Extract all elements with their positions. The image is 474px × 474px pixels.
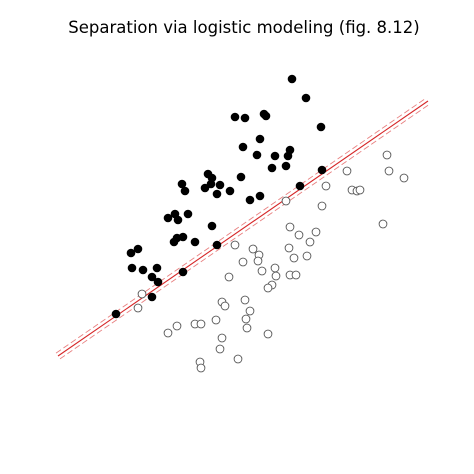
filled-point [238,142,248,152]
open-point [342,166,352,176]
filled-point [267,163,277,173]
open-point [133,303,143,313]
open-point [240,295,250,305]
boundary-band-upper [59,103,431,360]
open-point [263,329,273,339]
filled-point [212,240,222,250]
open-point [263,283,273,293]
open-point [317,201,327,211]
filled-point [147,292,157,302]
filled-point [147,272,157,282]
open-point [291,270,301,280]
filled-point [245,195,255,205]
open-point [302,251,312,261]
filled-point [169,237,179,247]
filled-point [111,309,121,319]
open-point [233,354,243,364]
open-point [384,166,394,176]
open-point [215,344,225,354]
open-point [217,333,227,343]
open-point [248,244,258,254]
open-point [271,271,281,281]
open-point [196,319,206,329]
open-point [257,266,267,276]
filled-point [183,209,193,219]
open-point [242,323,252,333]
filled-point [283,151,293,161]
open-point [305,237,315,247]
open-point [220,301,230,311]
open-point [224,272,234,282]
open-point [382,150,392,160]
open-point [378,219,388,229]
filled-point [240,113,250,123]
open-point [311,227,321,237]
filled-point [270,151,280,161]
filled-point [126,248,136,258]
open-point [285,222,295,232]
open-point [245,306,255,316]
filled-point [252,150,262,160]
filled-point [138,265,148,275]
open-point [137,289,147,299]
open-point [253,256,263,266]
filled-point [295,181,305,191]
open-point [321,181,331,191]
open-point [211,315,221,325]
filled-point [207,221,217,231]
open-point [163,328,173,338]
open-point [238,257,248,267]
filled-point [316,122,326,132]
open-point [196,363,206,373]
filled-point [153,277,163,287]
open-point [172,321,182,331]
filled-point [133,244,143,254]
filled-point [180,186,190,196]
filled-point [287,74,297,84]
filled-point [281,161,291,171]
filled-point [225,186,235,196]
filled-point [177,179,187,189]
filled-point [178,267,188,277]
filled-point [236,172,246,182]
chart-title: Separation via logistic modeling (fig. 8… [68,18,420,37]
open-point [294,230,304,240]
open-point [399,173,409,183]
filled-point [190,237,200,247]
open-point [289,253,299,263]
filled-point [152,263,162,273]
open-point [230,240,240,250]
filled-point [200,183,210,193]
filled-point [255,134,265,144]
filled-point [317,165,327,175]
open-point [241,314,251,324]
open-point [355,185,365,195]
filled-point [163,213,173,223]
filled-point [127,263,137,273]
filled-point [215,180,225,190]
filled-point [255,191,265,201]
filled-point [301,93,311,103]
open-point [270,263,280,273]
filled-point [230,112,240,122]
open-point [281,196,291,206]
filled-point [261,111,271,121]
open-point [284,243,294,253]
boundary-band-lower [55,97,427,354]
filled-point [212,189,222,199]
filled-point [173,215,183,225]
